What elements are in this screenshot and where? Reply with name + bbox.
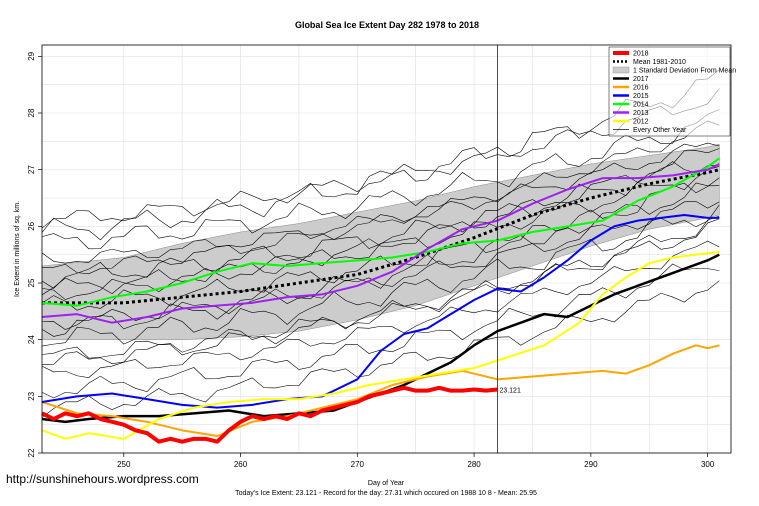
background-year-line [41, 215, 720, 365]
legend-label: 2012 [633, 119, 649, 126]
footer-text: Today's Ice Extent: 23.121 - Record for … [235, 490, 537, 497]
y-tick-label: 29 [27, 51, 36, 60]
x-tick-label: 250 [117, 460, 131, 469]
series-line-2012 [41, 250, 720, 440]
legend-box [608, 46, 731, 137]
background-year-line [41, 120, 720, 275]
background-year-line [41, 182, 720, 311]
mean-line [42, 168, 720, 305]
series-line-2014 [41, 157, 720, 307]
x-axis: 250 260 270 280 290 300 [117, 453, 715, 469]
legend-label: 2016 [633, 85, 649, 92]
legend-label: 2015 [633, 93, 649, 100]
y-axis-label: Ice Extent in millions of sq. km. [14, 201, 21, 297]
y-tick-label: 26 [27, 221, 36, 230]
source-url[interactable]: http://sunshinehours.wordpress.com [6, 472, 199, 486]
background-year-line [41, 142, 720, 264]
background-year-line [41, 69, 720, 241]
x-tick-label: 290 [584, 460, 598, 469]
background-year-line [41, 204, 720, 347]
y-tick-label: 27 [27, 165, 36, 174]
legend-label: 1 Standard Deviation From Mean [633, 68, 736, 75]
legend-label: 2014 [633, 102, 649, 109]
background-year-line [41, 177, 720, 337]
background-year-line [41, 218, 720, 359]
y-tick-label: 24 [27, 335, 36, 344]
x-tick-label: 300 [701, 460, 715, 469]
legend-label: 2017 [633, 76, 649, 83]
background-year-line [41, 166, 720, 296]
y-tick-label: 22 [27, 448, 36, 457]
series-line-2018 [41, 385, 498, 444]
background-year-line [41, 161, 720, 289]
x-axis-label: Day of Year [368, 480, 405, 487]
std-dev-band [41, 143, 720, 340]
x-tick-label: 270 [351, 460, 365, 469]
y-tick-label: 25 [27, 278, 36, 287]
x-tick-label: 260 [234, 460, 248, 469]
legend-label: 2018 [633, 51, 649, 58]
plot-frame [41, 44, 732, 454]
series-line-2013 [41, 163, 720, 324]
y-tick-label: 28 [27, 108, 36, 117]
series-line-2015 [41, 214, 720, 409]
chart-title: Global Sea Ice Extent Day 282 1978 to 20… [295, 20, 479, 30]
background-year-line [41, 109, 720, 250]
y-axis: 22 23 24 25 26 27 28 29 [27, 51, 42, 457]
legend-label: 2013 [633, 110, 649, 117]
legend-swatch [612, 66, 630, 74]
legend-label: Mean 1981-2010 [633, 59, 686, 66]
background-year-line [41, 240, 720, 378]
background-year-line [41, 201, 720, 330]
plot-area: 23.121 [41, 45, 731, 454]
today-value-label: 23.121 [499, 387, 521, 394]
background-year-line [41, 88, 720, 229]
x-tick-label: 280 [467, 460, 481, 469]
background-year-line [41, 280, 720, 418]
y-tick-label: 23 [27, 391, 36, 400]
legend-label: Every Other Year [633, 127, 687, 134]
